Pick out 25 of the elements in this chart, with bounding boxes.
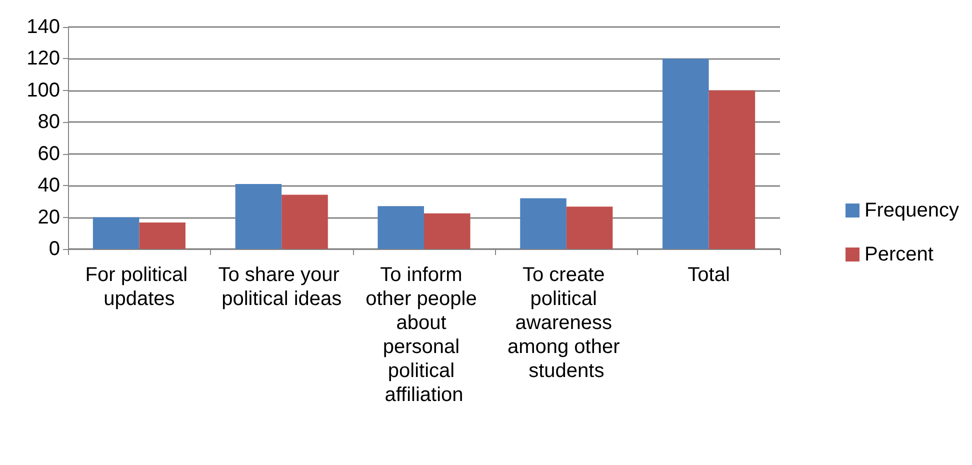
legend-label: Frequency bbox=[864, 200, 960, 222]
y-tick-label: 60 bbox=[38, 142, 60, 165]
bar bbox=[235, 184, 282, 249]
legend-label: Percent bbox=[864, 244, 934, 266]
bar bbox=[282, 194, 328, 249]
y-tick-label: 80 bbox=[38, 111, 60, 134]
bar bbox=[566, 206, 613, 249]
bar bbox=[708, 90, 756, 249]
x-tick-label: To inform other people about personal political affiliation bbox=[366, 264, 482, 406]
y-tick-label: 120 bbox=[26, 48, 60, 70]
x-tick-label: For political updates bbox=[85, 264, 194, 310]
y-tick-label: 0 bbox=[48, 238, 60, 260]
bar bbox=[520, 198, 566, 249]
y-tick-label: 40 bbox=[38, 174, 60, 197]
bar bbox=[424, 213, 470, 249]
x-tick-label: Total bbox=[688, 264, 730, 286]
y-tick-label: 140 bbox=[26, 16, 60, 38]
bar bbox=[139, 222, 186, 249]
y-tick-label: 20 bbox=[38, 206, 60, 228]
bar bbox=[378, 206, 424, 249]
x-tick-label: To share your political ideas bbox=[218, 264, 345, 310]
y-tick-label: 100 bbox=[26, 79, 60, 102]
bar bbox=[662, 58, 709, 249]
bar bbox=[92, 217, 140, 249]
x-tick-label: To create political awareness among other students bbox=[507, 264, 626, 382]
